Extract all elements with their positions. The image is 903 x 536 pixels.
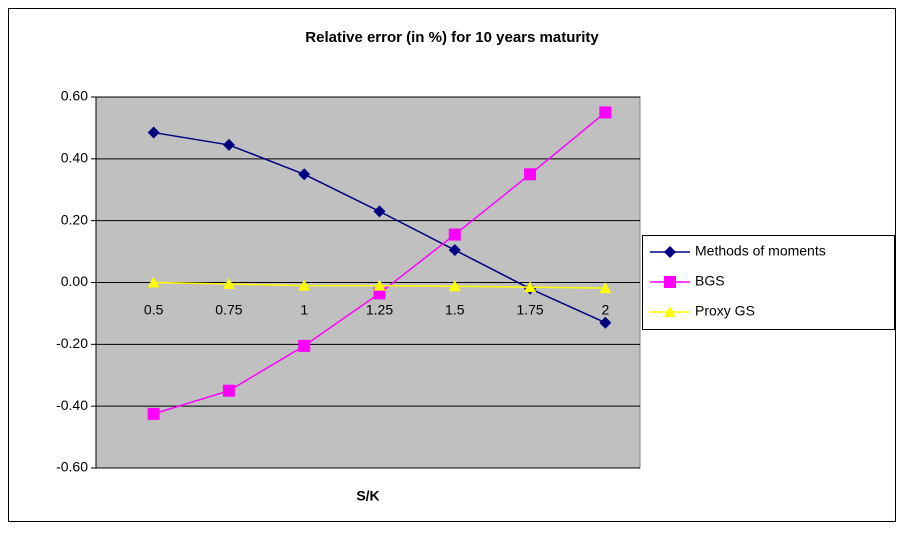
data-point [524, 168, 537, 181]
y-tick-label: 0.20 [61, 211, 88, 227]
data-point [222, 278, 235, 290]
y-tick-label: 0.60 [61, 88, 88, 104]
data-point [373, 205, 386, 218]
x-tick-label: 0.5 [144, 302, 164, 318]
data-point [599, 106, 612, 119]
x-tick-label: 1 [300, 302, 308, 318]
data-point [448, 228, 461, 241]
legend-label: Methods of moments [695, 243, 826, 259]
data-point [448, 280, 461, 292]
legend-marker [664, 246, 676, 258]
x-tick-label: 0.75 [215, 302, 242, 318]
legend-marker [664, 306, 676, 317]
data-point [524, 281, 537, 293]
data-point [599, 316, 612, 329]
x-axis-label: S/K [356, 488, 379, 504]
x-tick-label: 2 [601, 302, 609, 318]
data-point [147, 126, 160, 139]
chart-title: Relative error (in %) for 10 years matur… [305, 29, 599, 46]
data-point [298, 279, 311, 291]
legend-label: BGS [695, 273, 725, 289]
data-point [298, 339, 311, 352]
y-tick-label: -0.60 [56, 459, 88, 475]
data-point [222, 384, 235, 397]
y-tick-label: -0.40 [56, 397, 88, 413]
legend-label: Proxy GS [695, 303, 755, 319]
x-tick-label: 1.25 [366, 302, 393, 318]
y-tick-label: 0.40 [61, 150, 88, 166]
y-tick-label: 0.00 [61, 273, 88, 289]
data-point [599, 282, 612, 294]
x-tick-label: 1.75 [516, 302, 543, 318]
data-point [373, 279, 386, 291]
legend-marker [664, 276, 676, 288]
y-tick-label: -0.20 [56, 335, 88, 351]
x-tick-label: 1.5 [445, 302, 465, 318]
data-point [298, 168, 311, 181]
data-point [147, 276, 160, 288]
data-point [147, 407, 160, 420]
data-point [222, 138, 235, 151]
data-point [448, 244, 461, 257]
